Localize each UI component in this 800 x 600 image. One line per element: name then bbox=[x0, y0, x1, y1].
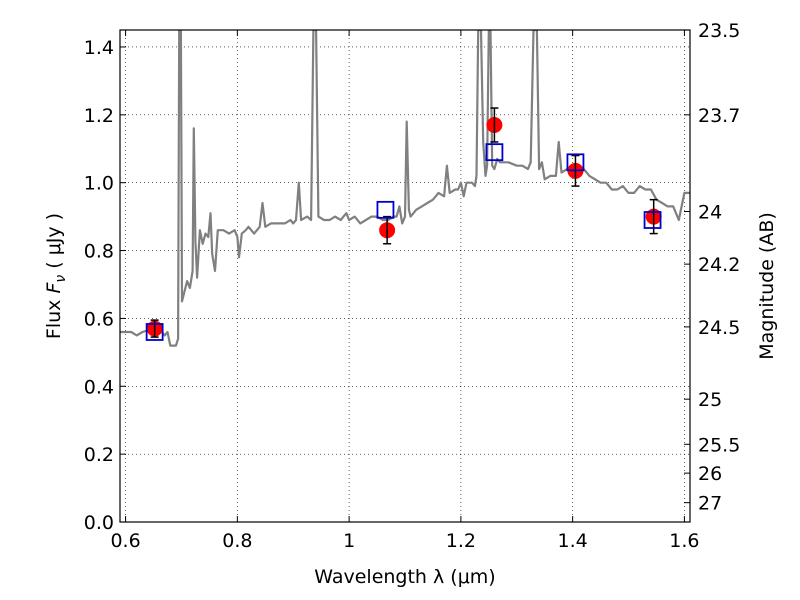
x-axis-label: Wavelength λ (μm) bbox=[314, 566, 495, 588]
right-tick-label: 24.2 bbox=[698, 254, 740, 276]
right-tick-label: 24.5 bbox=[698, 317, 740, 339]
right-tick-label: 23.5 bbox=[698, 20, 740, 42]
plot-frame bbox=[119, 29, 691, 523]
right-tick-label: 25.5 bbox=[698, 434, 740, 456]
x-tick-label: 1.2 bbox=[446, 530, 476, 552]
y-axis-right-label: Magnitude (AB) bbox=[756, 212, 778, 360]
y-axis-label: Flux Fν ( μJy ) bbox=[43, 213, 69, 339]
x-tick-label: 1.6 bbox=[669, 530, 699, 552]
model-point bbox=[566, 153, 585, 172]
y-tick-label: 0.0 bbox=[84, 512, 114, 534]
model-point bbox=[643, 211, 662, 229]
y-tick-label: 1.2 bbox=[84, 105, 114, 127]
series-layer bbox=[120, 30, 690, 347]
y-tick-label: 0.6 bbox=[84, 308, 114, 330]
right-tick-label: 25 bbox=[698, 389, 722, 411]
grid bbox=[120, 30, 690, 522]
spectrum-line bbox=[120, 30, 690, 347]
right-tick-label: 23.7 bbox=[698, 105, 740, 127]
tick-layer: 0.6 0.8 1 1.2 1.4 1.6 0.0 0.2 0.4 0.6 0.8 1.0 1.2 1.4… bbox=[84, 20, 741, 552]
model-point bbox=[485, 143, 504, 162]
y-axis-label-suffix: ( μJy ) bbox=[43, 213, 65, 275]
right-tick-label: 24 bbox=[698, 202, 722, 224]
model-point bbox=[376, 200, 395, 219]
y-axis-label-symbol: F bbox=[43, 282, 65, 294]
y-axis-label-prefix: Flux bbox=[43, 294, 65, 340]
y-tick-label: 1.0 bbox=[84, 173, 114, 195]
x-tick-label: 0.8 bbox=[222, 530, 252, 552]
y-tick-label: 0.4 bbox=[84, 376, 114, 398]
y-tick-label: 0.8 bbox=[84, 241, 114, 263]
x-tick-label: 0.6 bbox=[110, 530, 140, 552]
y-tick-label: 0.2 bbox=[84, 444, 114, 466]
right-tick-label: 27 bbox=[698, 493, 722, 515]
x-tick-label: 1.4 bbox=[558, 530, 588, 552]
x-tick-label: 1 bbox=[343, 530, 355, 552]
right-tick-label: 26 bbox=[698, 463, 722, 485]
y-axis-label-subscript: ν bbox=[53, 275, 69, 283]
model-point bbox=[145, 323, 164, 341]
y-tick-label: 1.4 bbox=[84, 37, 114, 59]
